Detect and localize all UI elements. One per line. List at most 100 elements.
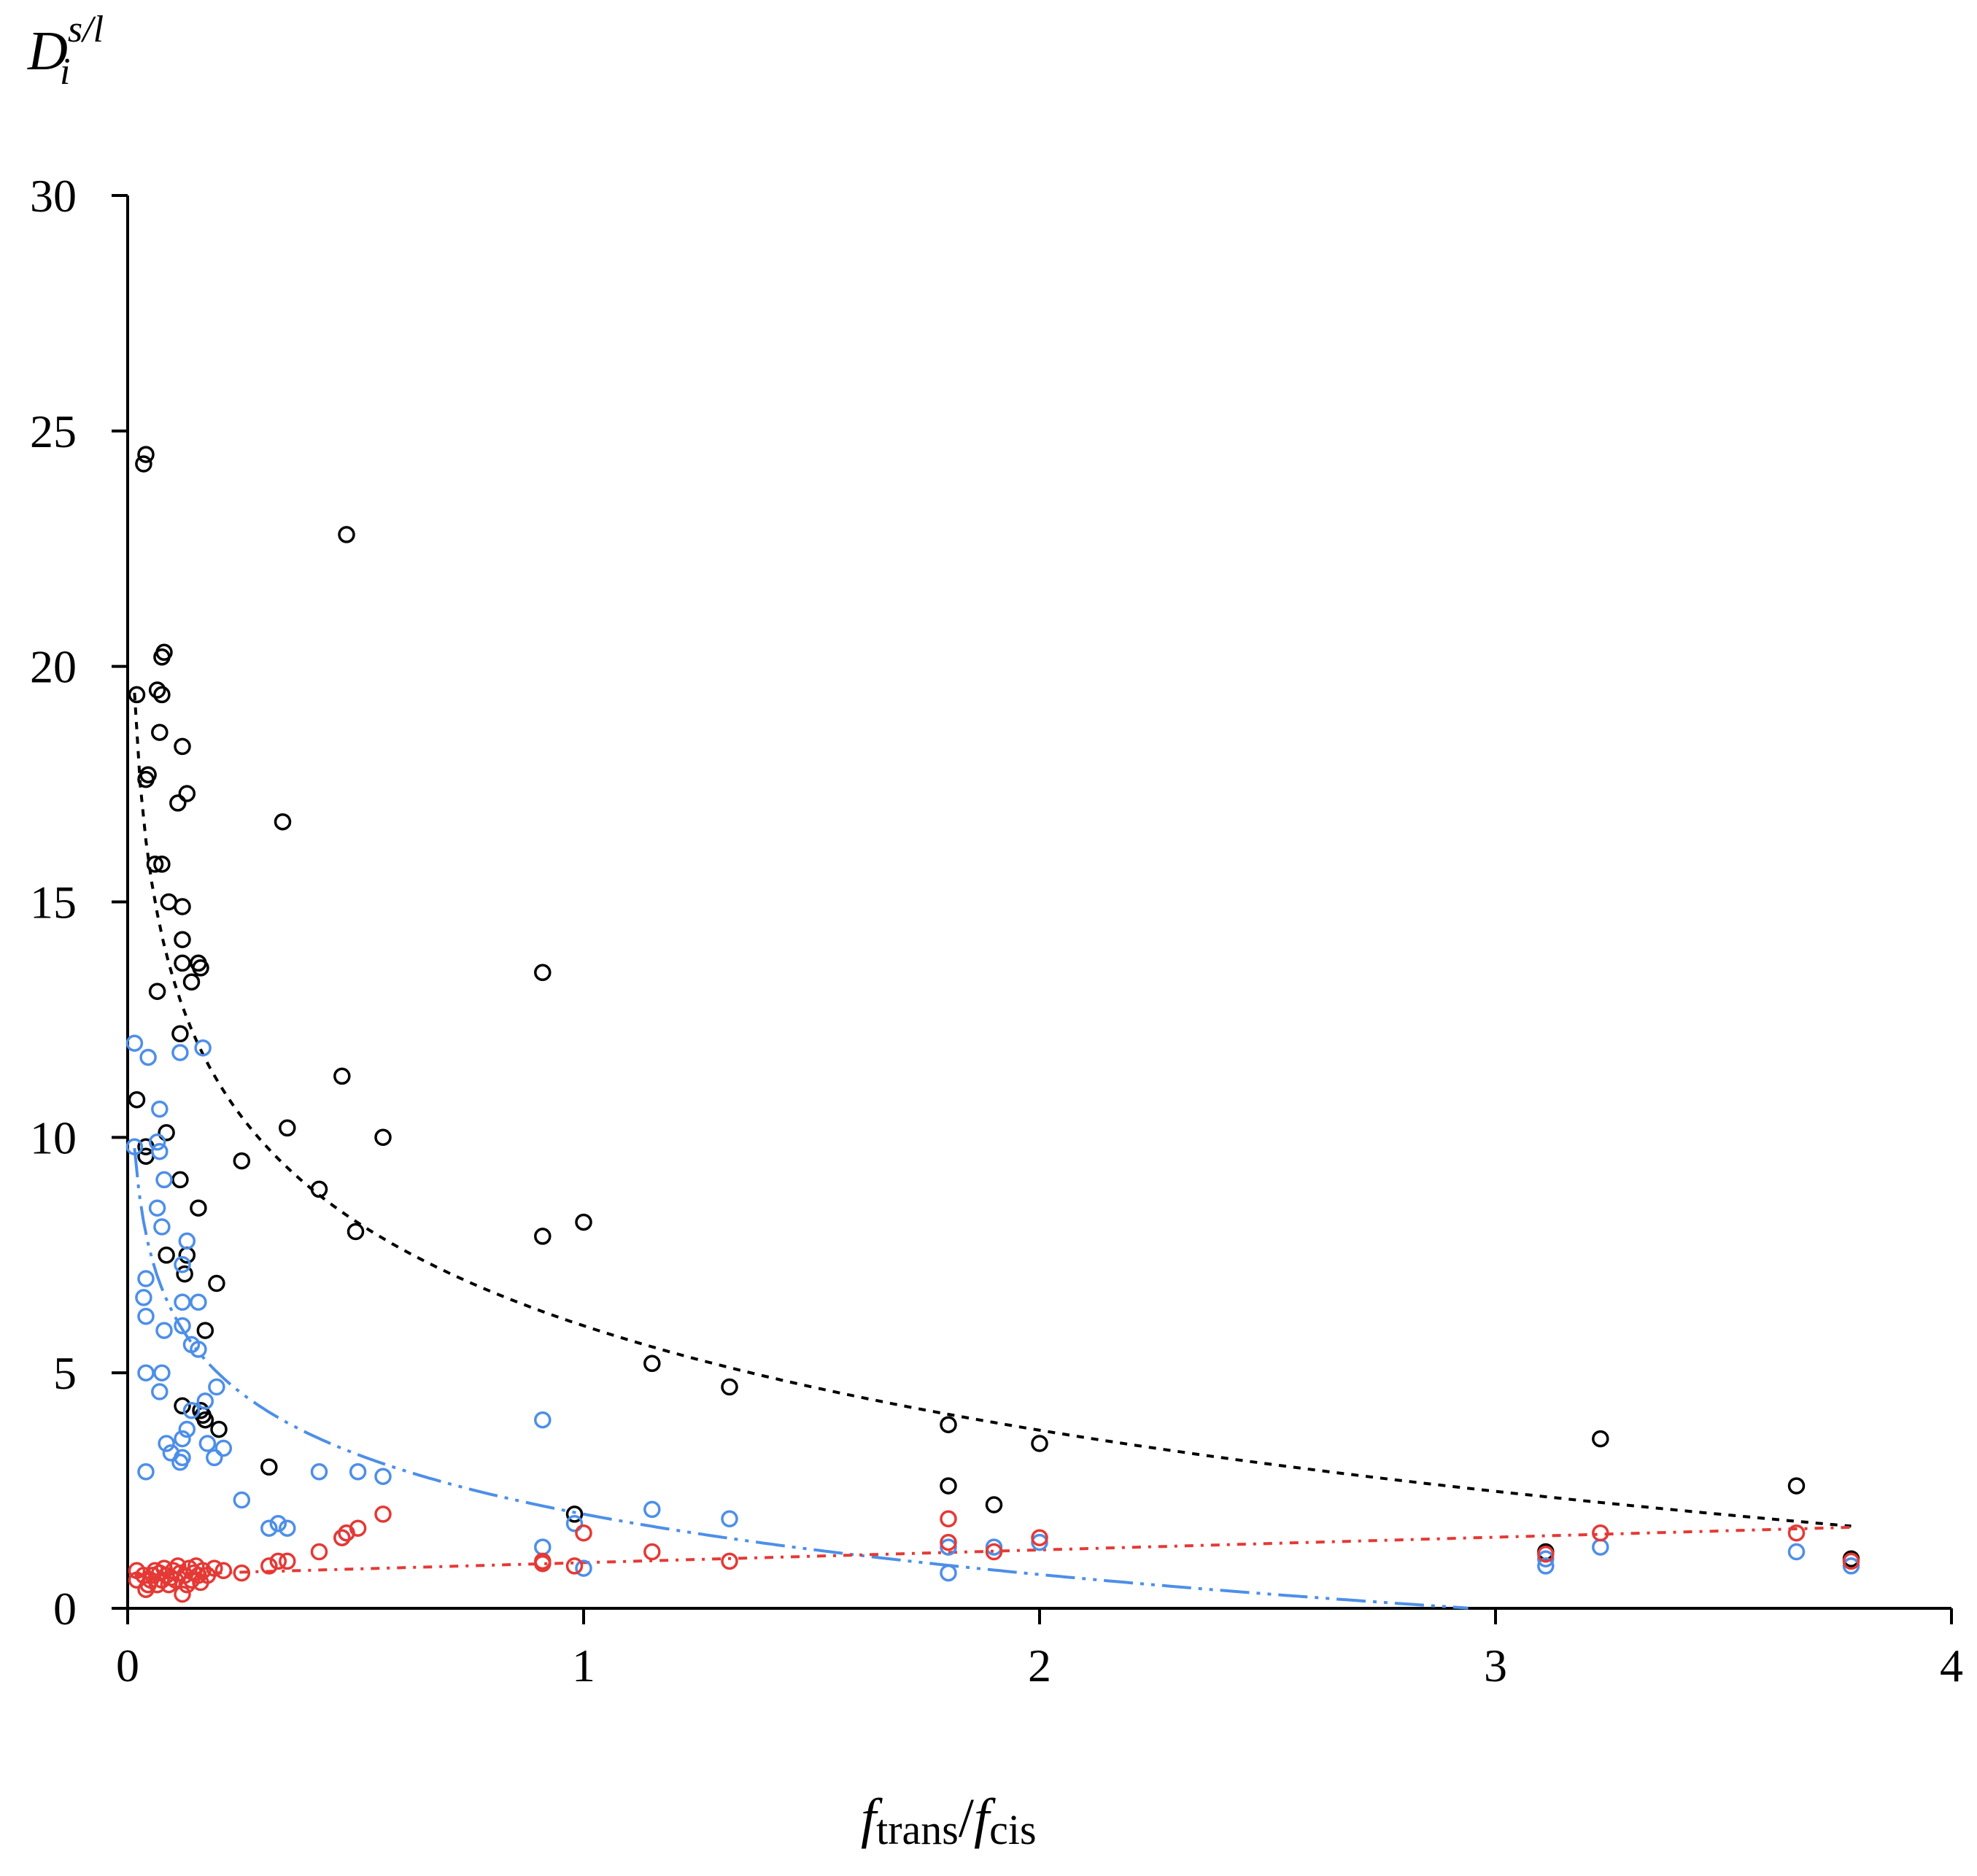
black-point bbox=[153, 648, 171, 666]
blue-point bbox=[1787, 1543, 1806, 1561]
black-point bbox=[374, 1128, 392, 1147]
black-point bbox=[575, 1213, 592, 1231]
blue-point bbox=[174, 1293, 191, 1311]
blue-point bbox=[534, 1411, 552, 1429]
x-axis-title-num-sub: trans bbox=[876, 1806, 959, 1853]
blue-point bbox=[174, 1430, 191, 1448]
blue-point bbox=[137, 1463, 155, 1481]
y-tick-label: 30 bbox=[30, 170, 77, 222]
black-point bbox=[721, 1378, 738, 1396]
blue-point bbox=[721, 1510, 738, 1528]
blue-trend-line bbox=[133, 1147, 1469, 1610]
black-series bbox=[128, 446, 1860, 1567]
red-point bbox=[643, 1543, 661, 1561]
blue-point bbox=[1842, 1557, 1860, 1575]
blue-point bbox=[1537, 1557, 1555, 1575]
red-point bbox=[333, 1529, 351, 1546]
black-point bbox=[135, 455, 152, 473]
blue-point bbox=[178, 1420, 196, 1438]
blue-point bbox=[534, 1538, 552, 1556]
x-axis-title-den-sub: cis bbox=[989, 1806, 1036, 1853]
black-point bbox=[274, 813, 292, 831]
blue-point bbox=[940, 1564, 957, 1582]
data-points bbox=[125, 446, 1860, 1603]
black-point bbox=[128, 686, 146, 704]
y-tick-label: 10 bbox=[30, 1112, 77, 1163]
y-axis-title-subscript: i bbox=[60, 51, 70, 93]
blue-point bbox=[269, 1515, 287, 1532]
black-point bbox=[171, 1171, 189, 1189]
black-point bbox=[210, 1420, 228, 1438]
red-point bbox=[940, 1533, 957, 1551]
blue-point bbox=[155, 1322, 173, 1339]
black-point bbox=[148, 681, 166, 699]
blue-point bbox=[214, 1439, 233, 1457]
blue-point bbox=[155, 1171, 173, 1189]
blue-point bbox=[1031, 1533, 1048, 1551]
blue-point bbox=[196, 1392, 214, 1410]
red-point bbox=[1537, 1545, 1555, 1563]
black-point bbox=[534, 964, 552, 982]
black-point bbox=[146, 856, 164, 873]
blue-point bbox=[153, 1364, 171, 1381]
black-trend-line bbox=[133, 692, 1852, 1528]
blue-point bbox=[178, 1232, 196, 1250]
black-point bbox=[565, 1505, 584, 1523]
x-tick-label: 2 bbox=[1028, 1640, 1051, 1691]
blue-point bbox=[174, 1317, 191, 1335]
blue-point bbox=[148, 1133, 166, 1151]
y-tick-label: 0 bbox=[53, 1583, 77, 1635]
black-point bbox=[208, 1274, 225, 1292]
black-point bbox=[333, 1067, 351, 1085]
black-point bbox=[1592, 1430, 1609, 1448]
blue-point bbox=[208, 1378, 225, 1396]
red-point bbox=[174, 1585, 191, 1603]
blue-point bbox=[1537, 1550, 1555, 1567]
red-point bbox=[1842, 1552, 1860, 1570]
blue-point bbox=[279, 1519, 296, 1537]
blue-point bbox=[174, 1255, 191, 1274]
black-point bbox=[279, 1119, 296, 1137]
black-point bbox=[148, 982, 166, 1000]
red-point bbox=[190, 1567, 207, 1584]
blue-point bbox=[985, 1538, 1003, 1556]
red-point bbox=[940, 1510, 957, 1528]
x-tick-label: 0 bbox=[116, 1640, 139, 1691]
blue-point bbox=[194, 1039, 212, 1057]
red-point bbox=[194, 1562, 212, 1580]
black-point bbox=[176, 1265, 193, 1283]
red-point bbox=[985, 1543, 1003, 1561]
blue-point bbox=[158, 1435, 175, 1452]
blue-point bbox=[171, 1454, 189, 1471]
blue-point bbox=[182, 1402, 201, 1419]
y-tick-label: 5 bbox=[53, 1347, 77, 1399]
black-point bbox=[158, 1124, 175, 1142]
black-point bbox=[643, 1354, 661, 1373]
red-trend-line bbox=[134, 1525, 1852, 1577]
axes: 0 1 2 3 4 0 5 10 15 20 25 30 bbox=[30, 170, 1963, 1691]
black-point bbox=[178, 785, 196, 802]
y-axis-title: Ds/l bbox=[27, 9, 104, 82]
black-point bbox=[338, 526, 355, 543]
y-tick-label: 15 bbox=[30, 877, 77, 929]
red-point bbox=[1031, 1529, 1048, 1546]
black-point bbox=[169, 794, 187, 812]
black-point bbox=[192, 959, 209, 977]
black-point bbox=[233, 1152, 251, 1170]
red-point bbox=[565, 1557, 584, 1575]
blue-point bbox=[137, 1364, 155, 1381]
black-point bbox=[1031, 1435, 1048, 1452]
black-point bbox=[260, 1458, 278, 1476]
black-point bbox=[153, 686, 171, 704]
black-point bbox=[196, 1411, 214, 1429]
black-point bbox=[1787, 1477, 1806, 1495]
black-point bbox=[190, 1199, 207, 1217]
y-tick-label: 20 bbox=[30, 641, 77, 693]
x-axis-title: ftrans/fcis bbox=[861, 1788, 1037, 1853]
blue-point bbox=[260, 1519, 278, 1537]
blue-point bbox=[148, 1199, 166, 1217]
blue-point bbox=[374, 1468, 392, 1485]
blue-point bbox=[565, 1515, 584, 1532]
x-axis-title-slash: / bbox=[959, 1788, 975, 1849]
black-point bbox=[985, 1496, 1003, 1513]
